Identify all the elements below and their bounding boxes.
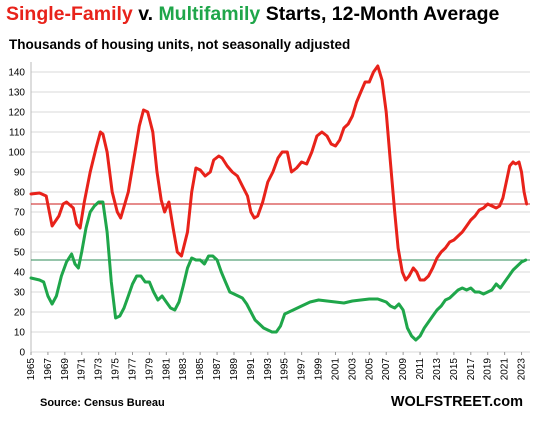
x-tick-label: 2001 (330, 358, 341, 381)
y-tick-label: 20 (14, 308, 26, 319)
y-tick-label: 100 (8, 148, 25, 159)
y-tick-label: 120 (8, 108, 25, 119)
y-tick-label: 140 (8, 68, 25, 79)
brand-logo: WOLFSTREET.com (390, 394, 523, 410)
gridlines (30, 62, 530, 353)
chart-title: Single-Family v. Multifamily Starts, 12-… (6, 3, 499, 26)
x-tick-label: 2007 (381, 358, 392, 381)
y-tick-label: 40 (14, 268, 26, 279)
x-tick-label: 2017 (466, 358, 477, 381)
y-axis-ticks: 0 10 20 30 40 50 60 70 80 90 100 110 120 130 140 (8, 68, 25, 359)
x-tick-label: 1969 (60, 358, 71, 381)
series-line-multifamily (29, 200, 528, 342)
y-tick-label: 90 (14, 168, 26, 179)
title-multifamily: Multifamily (158, 3, 261, 25)
source-note: Source: Census Bureau (40, 397, 165, 409)
x-tick-label: 2023 (517, 358, 528, 381)
x-tick-label: 1995 (280, 358, 291, 381)
x-tick-label: 1983 (178, 358, 189, 381)
x-tick-label: 2021 (500, 358, 511, 381)
series-lines (29, 64, 529, 342)
x-tick-label: 1993 (263, 358, 274, 381)
series-line-single-family (29, 64, 529, 282)
y-tick-label: 130 (8, 88, 25, 99)
x-tick-label: 1997 (297, 358, 308, 381)
x-tick-label: 2005 (364, 358, 375, 381)
x-tick-label: 1987 (212, 358, 223, 381)
x-tick-label: 2011 (415, 358, 426, 380)
chart-subtitle: Thousands of housing units, not seasonal… (9, 37, 351, 52)
y-tick-label: 80 (14, 188, 26, 199)
x-tick-label: 1999 (314, 358, 325, 381)
x-tick-label: 1991 (246, 358, 257, 381)
x-tick-label: 1967 (43, 358, 54, 381)
title-single-family: Single-Family (6, 3, 133, 25)
y-tick-label: 50 (14, 248, 26, 259)
y-tick-label: 60 (14, 228, 26, 239)
y-tick-label: 30 (14, 288, 26, 299)
x-tick-label: 2003 (347, 358, 358, 381)
x-axis-ticks: 1965 1967 1969 1971 1973 1975 1977 1979 1981 1983… (26, 352, 528, 380)
y-tick-label: 110 (9, 128, 25, 139)
title-versus: v. (132, 3, 159, 25)
x-tick-label: 1979 (144, 358, 155, 381)
x-tick-label: 1977 (127, 358, 138, 381)
y-tick-label: 70 (14, 208, 26, 219)
x-tick-label: 2019 (483, 358, 494, 381)
x-tick-label: 1971 (77, 358, 88, 381)
y-tick-label: 10 (14, 328, 26, 339)
x-tick-label: 1989 (229, 358, 240, 381)
x-tick-label: 2013 (432, 358, 443, 381)
x-tick-label: 1975 (111, 358, 122, 381)
y-tick-label: 0 (19, 348, 25, 359)
x-tick-label: 1985 (195, 358, 206, 381)
x-tick-label: 1981 (161, 358, 172, 381)
x-tick-label: 2009 (398, 358, 409, 381)
title-rest: Starts, 12-Month Average (260, 3, 500, 25)
x-tick-label: 1973 (94, 358, 105, 381)
x-tick-label: 2015 (449, 358, 460, 381)
x-tick-label: 1965 (26, 358, 37, 381)
